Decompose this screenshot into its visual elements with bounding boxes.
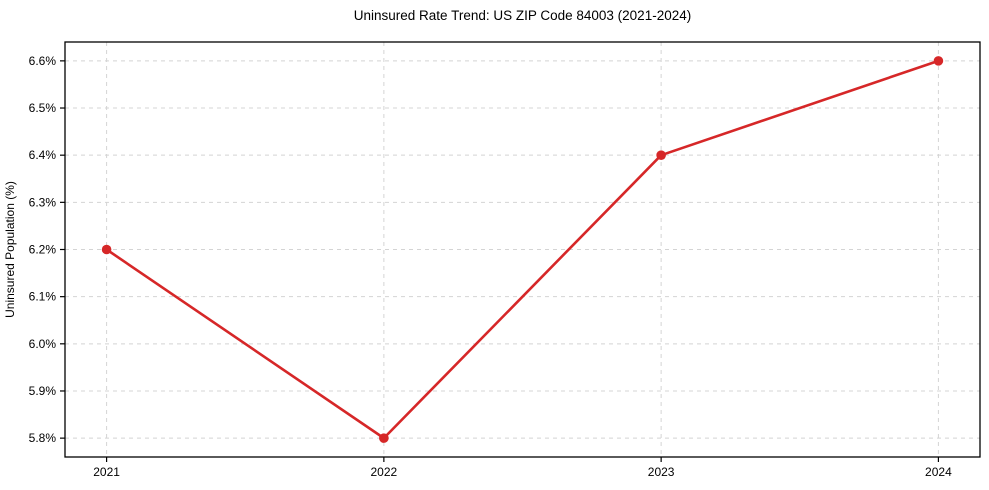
y-tick-label: 5.8%: [29, 431, 57, 445]
data-point-marker: [933, 56, 944, 66]
axis-ticks: 5.8% 5.9% 6.0% 6.1% 6.2% 6.3% 6.4% 6.5% 6.6% 2021…: [29, 54, 952, 479]
data-point-marker: [656, 150, 666, 160]
data-series: [101, 56, 944, 443]
y-tick-label: 6.2%: [29, 243, 57, 257]
y-tick-label: 6.1%: [29, 290, 57, 304]
y-axis-label: Uninsured Population (%): [3, 181, 17, 318]
chart-title: Uninsured Rate Trend: US ZIP Code 84003 …: [353, 8, 692, 23]
y-tick-label: 6.5%: [29, 101, 57, 115]
x-tick-label: 2023: [648, 465, 675, 479]
gridlines: [65, 42, 980, 457]
y-tick-label: 6.0%: [29, 337, 57, 351]
x-tick-label: 2022: [371, 465, 398, 479]
trend-line: [105, 59, 940, 440]
y-tick-label: 6.3%: [29, 195, 57, 209]
y-tick-label: 5.9%: [29, 384, 57, 398]
y-tick-label: 6.6%: [29, 54, 57, 68]
x-tick-label: 2024: [925, 465, 952, 479]
x-tick-label: 2021: [93, 465, 120, 479]
y-tick-label: 6.4%: [29, 148, 57, 162]
data-point-marker: [101, 244, 112, 255]
data-point-marker: [379, 433, 389, 443]
